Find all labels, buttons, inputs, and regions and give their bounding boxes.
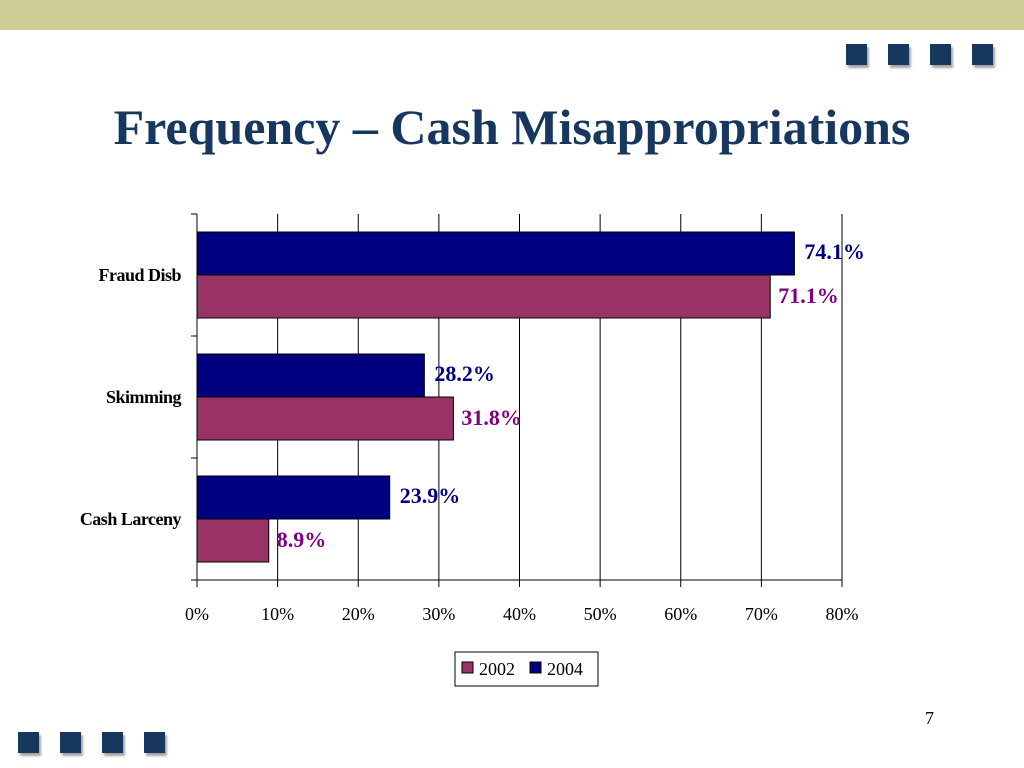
square-icon <box>18 732 39 753</box>
bar-2004 <box>196 353 425 398</box>
bar-2002 <box>196 518 270 563</box>
x-tick-label: 70% <box>745 604 778 624</box>
x-tick-label: 10% <box>261 604 294 624</box>
legend-swatch-2004 <box>529 661 542 674</box>
data-label-2002: 8.9% <box>277 527 327 552</box>
decorative-squares-bottom <box>18 732 186 753</box>
square-icon <box>102 732 123 753</box>
x-tick-label: 40% <box>503 604 536 624</box>
category-label: Fraud Disb <box>98 265 181 285</box>
top-band <box>0 0 1024 30</box>
x-tick-label: 50% <box>584 604 617 624</box>
square-icon <box>930 44 951 65</box>
square-icon <box>846 44 867 65</box>
bar-2002 <box>196 274 771 319</box>
category-label: Skimming <box>106 387 182 407</box>
data-label-2004: 28.2% <box>434 361 495 386</box>
page-number: 7 <box>925 708 934 728</box>
bar-2004 <box>196 475 391 520</box>
legend-box <box>454 651 599 687</box>
legend-swatch-2002 <box>461 661 474 674</box>
bar-2002 <box>196 396 454 441</box>
square-icon <box>972 44 993 65</box>
decorative-squares-top <box>846 44 1014 65</box>
data-label-2002: 71.1% <box>778 283 839 308</box>
data-label-2004: 74.1% <box>804 239 865 264</box>
x-tick-label: 60% <box>664 604 697 624</box>
legend-label-2004: 2004 <box>547 659 583 679</box>
legend-label-2002: 2002 <box>479 659 515 679</box>
slide-title: Frequency – Cash Misappropriations <box>113 99 911 155</box>
bar-2004 <box>196 231 795 276</box>
square-icon <box>60 732 81 753</box>
x-tick-label: 30% <box>422 604 455 624</box>
data-label-2004: 23.9% <box>400 483 461 508</box>
square-icon <box>144 732 165 753</box>
category-label: Cash Larceny <box>80 509 182 529</box>
square-icon <box>888 44 909 65</box>
x-tick-label: 0% <box>185 604 209 624</box>
x-tick-label: 20% <box>342 604 375 624</box>
x-tick-label: 80% <box>826 604 859 624</box>
data-label-2002: 31.8% <box>461 405 522 430</box>
